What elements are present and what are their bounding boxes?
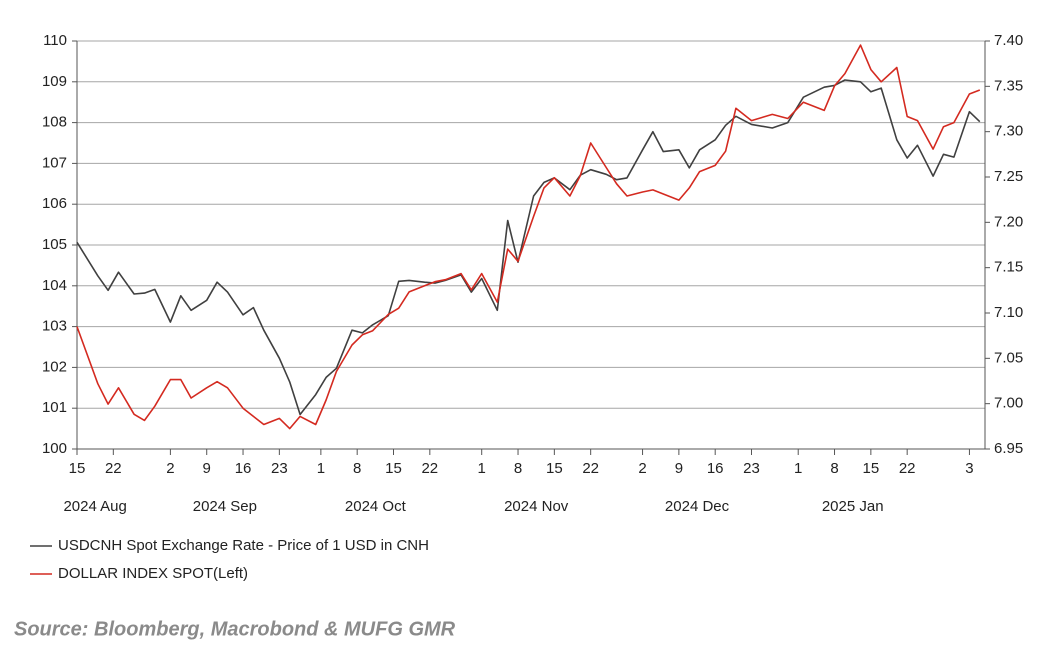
y-tick-label: 108: [42, 114, 67, 131]
y2-tick-label: 7.25: [994, 168, 1023, 185]
x-tick-label: 2: [166, 460, 174, 477]
series-line: [76, 44, 981, 430]
y2-tick-label: 7.15: [994, 259, 1023, 276]
series-line: [76, 79, 981, 416]
y-tick-label: 106: [42, 195, 67, 212]
x-tick-label: 9: [203, 460, 211, 477]
x-tick-label: 3: [965, 460, 973, 477]
y2-tick-label: 7.30: [994, 123, 1023, 140]
x-tick-label: 1: [478, 460, 486, 477]
x-group-label: 2025 Jan: [822, 498, 884, 515]
y-tick-label: 103: [42, 318, 67, 335]
x-tick-label: 23: [271, 460, 288, 477]
x-group-label: 2024 Dec: [665, 498, 730, 515]
y2-tick-label: 7.00: [994, 395, 1023, 412]
x-tick-label: 8: [514, 460, 522, 477]
x-group-label: 2024 Aug: [63, 498, 126, 515]
y-tick-label: 109: [42, 73, 67, 90]
y-tick-label: 101: [42, 399, 67, 416]
y-tick-label: 110: [43, 32, 67, 49]
y2-tick-label: 7.35: [994, 77, 1023, 94]
legend-label: USDCNH Spot Exchange Rate - Price of 1 U…: [58, 537, 429, 554]
x-tick-label: 15: [385, 460, 402, 477]
x-tick-label: 16: [235, 460, 252, 477]
x-tick-label: 9: [675, 460, 683, 477]
x-tick-label: 23: [743, 460, 760, 477]
x-tick-label: 16: [707, 460, 724, 477]
y-tick-label: 102: [42, 358, 67, 375]
x-group-label: 2024 Nov: [504, 498, 569, 515]
x-tick-label: 22: [582, 460, 599, 477]
x-tick-label: 15: [69, 460, 86, 477]
x-tick-label: 22: [899, 460, 916, 477]
x-tick-label: 22: [421, 460, 438, 477]
y-tick-label: 107: [42, 154, 67, 171]
y2-tick-label: 7.40: [994, 32, 1023, 49]
x-tick-label: 2: [638, 460, 646, 477]
x-tick-label: 15: [546, 460, 563, 477]
source-note: Source: Bloomberg, Macrobond & MUFG GMR: [14, 618, 456, 640]
legend-label: DOLLAR INDEX SPOT(Left): [58, 565, 248, 582]
x-tick-label: 1: [794, 460, 802, 477]
y-tick-label: 105: [42, 236, 67, 253]
y2-tick-label: 7.10: [994, 304, 1023, 321]
x-tick-label: 1: [317, 460, 325, 477]
y2-tick-label: 7.20: [994, 213, 1023, 230]
x-tick-label: 22: [105, 460, 122, 477]
x-tick-label: 8: [830, 460, 838, 477]
x-group-label: 2024 Sep: [193, 498, 257, 515]
y-tick-label: 100: [42, 440, 67, 457]
x-tick-label: 8: [353, 460, 361, 477]
y2-tick-label: 7.05: [994, 349, 1023, 366]
x-group-label: 2024 Oct: [345, 498, 407, 515]
y-tick-label: 104: [42, 277, 67, 294]
x-tick-label: 15: [863, 460, 880, 477]
y2-tick-label: 6.95: [994, 440, 1023, 457]
